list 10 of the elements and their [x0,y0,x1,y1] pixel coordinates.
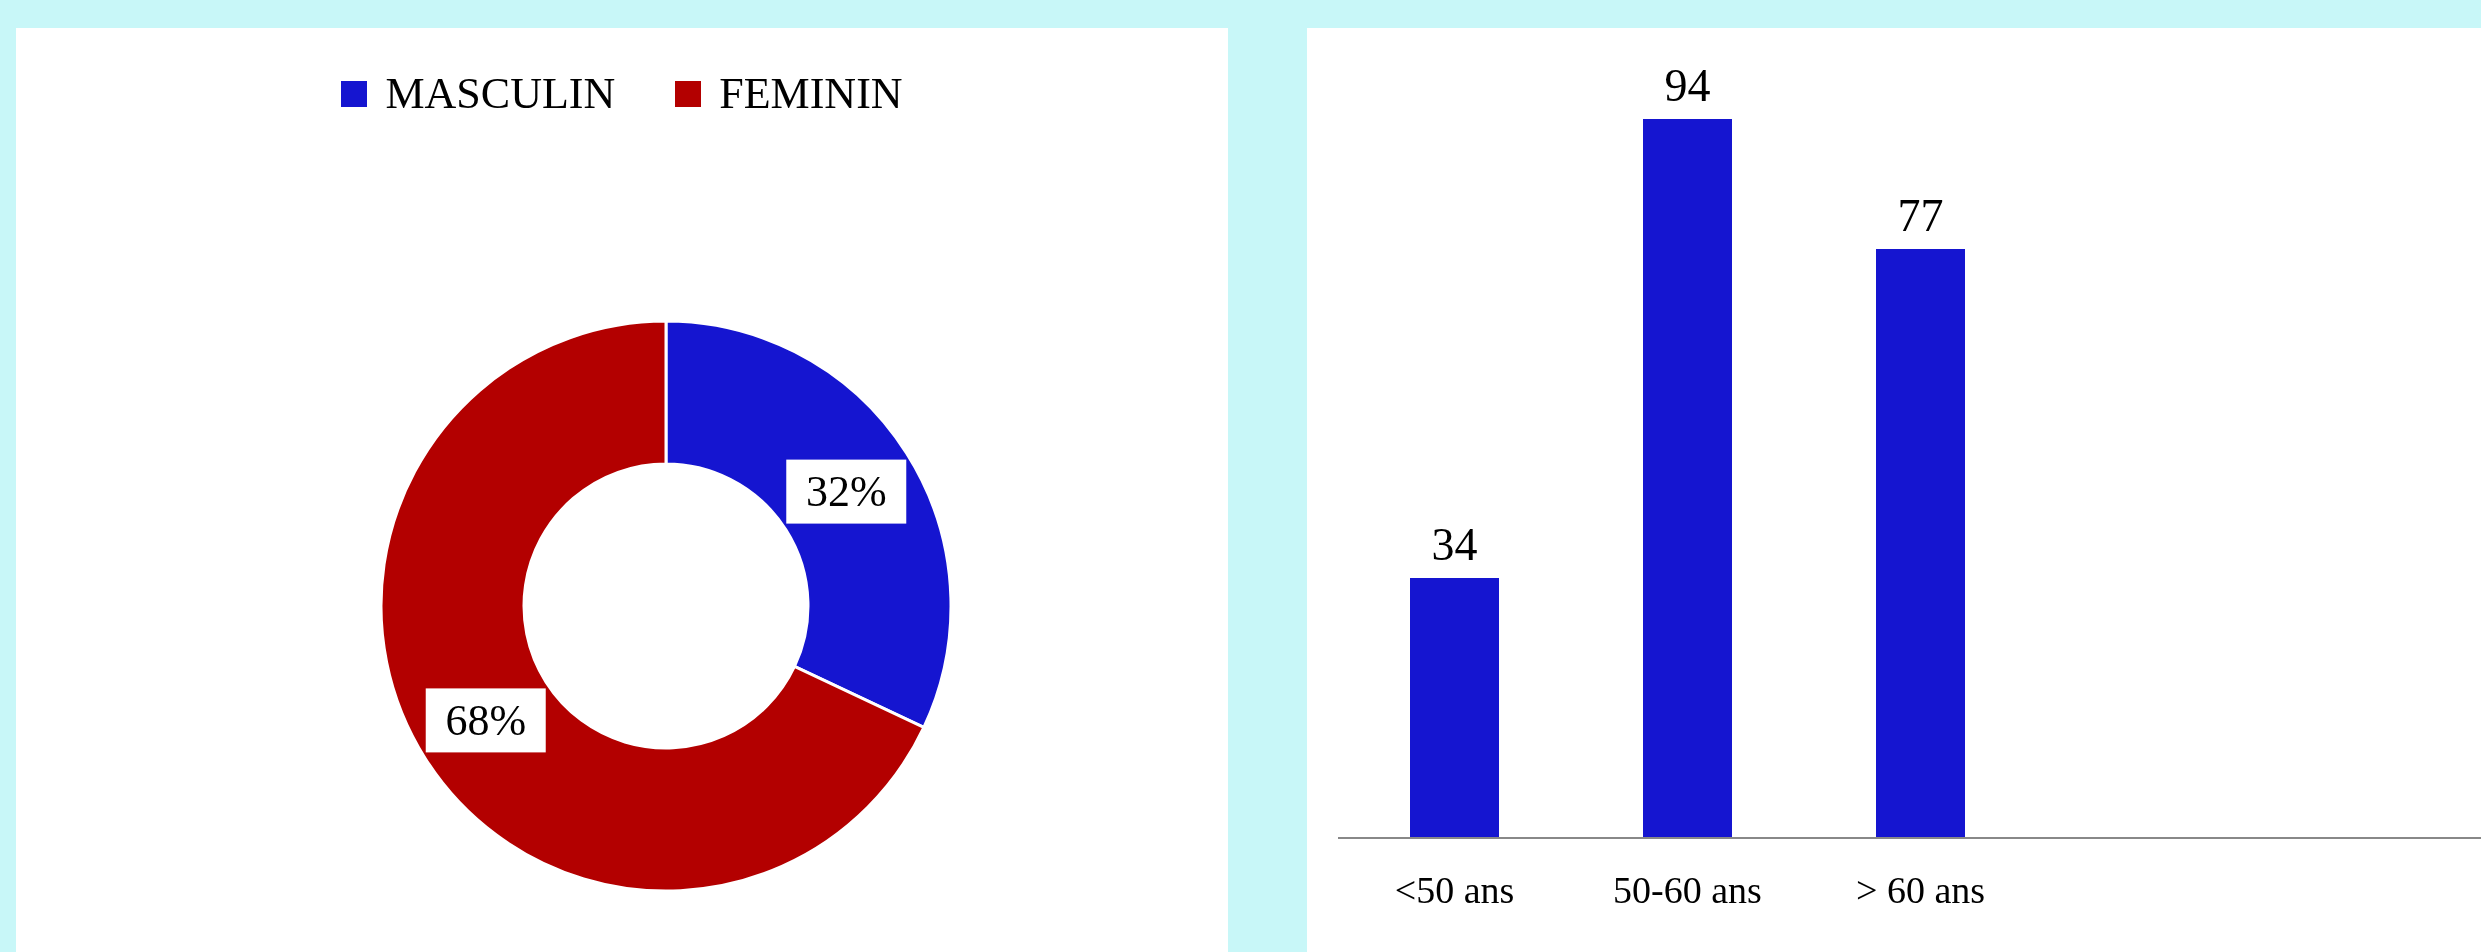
data-label: 32% [805,467,887,517]
data-label: 77 [1897,190,1944,242]
data-label: 34 [1431,518,1478,570]
x-tick-label: 50-60 ans [1613,868,1762,911]
data-label: 68% [445,695,527,745]
legend-label: MASCULIN [385,68,616,119]
legend-label: FEMININ [719,68,903,119]
x-tick-label: > 60 ans [1855,868,1986,911]
x-tick-label: <50 ans [1394,868,1515,911]
data-label: 94 [1664,60,1711,111]
